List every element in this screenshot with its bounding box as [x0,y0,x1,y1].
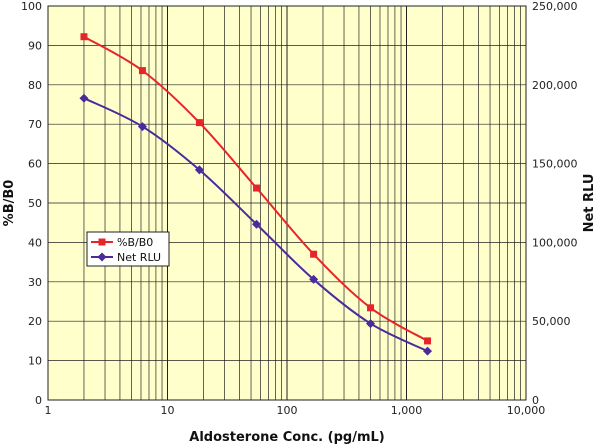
legend-items: %B/B0 Net RLU [91,236,161,264]
series-percent-b-b0 [80,33,432,345]
grid [47,6,526,400]
y-axis-title: %B/B0 [2,180,17,227]
data-point [423,346,433,356]
data-point [309,274,319,284]
legend-marker [98,238,106,246]
data-point [194,165,204,175]
data-point [80,33,88,41]
x-tick-label: 1,000 [391,404,423,417]
data-point [253,184,261,192]
legend-marker [97,252,107,262]
x-tick-label: 100 [277,404,298,417]
x-tick-label: 10,000 [507,404,546,417]
series-net-rlu [79,93,433,356]
y2-axis-title: Net RLU [582,174,597,233]
legend-box [86,231,170,267]
plot-border [47,5,527,401]
y-axis-ticks: 0 10 20 30 40 50 60 70 80 90 100 [21,0,42,407]
y-tick-label: 50 [28,197,42,210]
y2-tick-label: 150,000 [532,158,578,171]
series-group [79,33,433,356]
y-tick-label: 60 [28,158,42,171]
y-tick-label: 10 [28,355,42,368]
y2-tick-label: 50,000 [532,315,571,328]
y2-tick-label: 0 [532,394,539,407]
x-axis-title: Aldosterone Conc. (pg/mL) [189,430,384,445]
y-tick-label: 80 [28,79,42,92]
data-point [366,319,376,329]
legend-label: Net RLU [117,251,161,264]
y-tick-label: 40 [28,236,42,249]
y-tick-label: 100 [21,0,42,13]
x-axis-ticks: 1 10 100 1,000 10,000 [45,404,546,417]
y-tick-label: 30 [28,276,42,289]
x-tick-label: 1 [45,404,52,417]
legend-label: %B/B0 [117,236,153,249]
y-tick-label: 20 [28,315,42,328]
legend: %B/B0 Net RLU [86,231,170,267]
y2-tick-label: 250,000 [532,0,578,13]
y-tick-label: 0 [35,394,42,407]
y-tick-label: 70 [28,118,42,131]
data-point [252,219,262,229]
data-point [310,250,318,258]
x-tick-label: 10 [161,404,175,417]
y2-tick-label: 200,000 [532,79,578,92]
data-point [137,122,147,132]
data-point [138,67,146,75]
data-point [79,93,89,103]
data-point [424,337,432,345]
y2-tick-label: 100,000 [532,236,578,249]
y2-axis-ticks: 0 50,000 100,000 150,000 200,000 250,000 [532,0,578,407]
y-tick-label: 90 [28,39,42,52]
data-point [195,119,203,127]
data-point [367,304,375,312]
